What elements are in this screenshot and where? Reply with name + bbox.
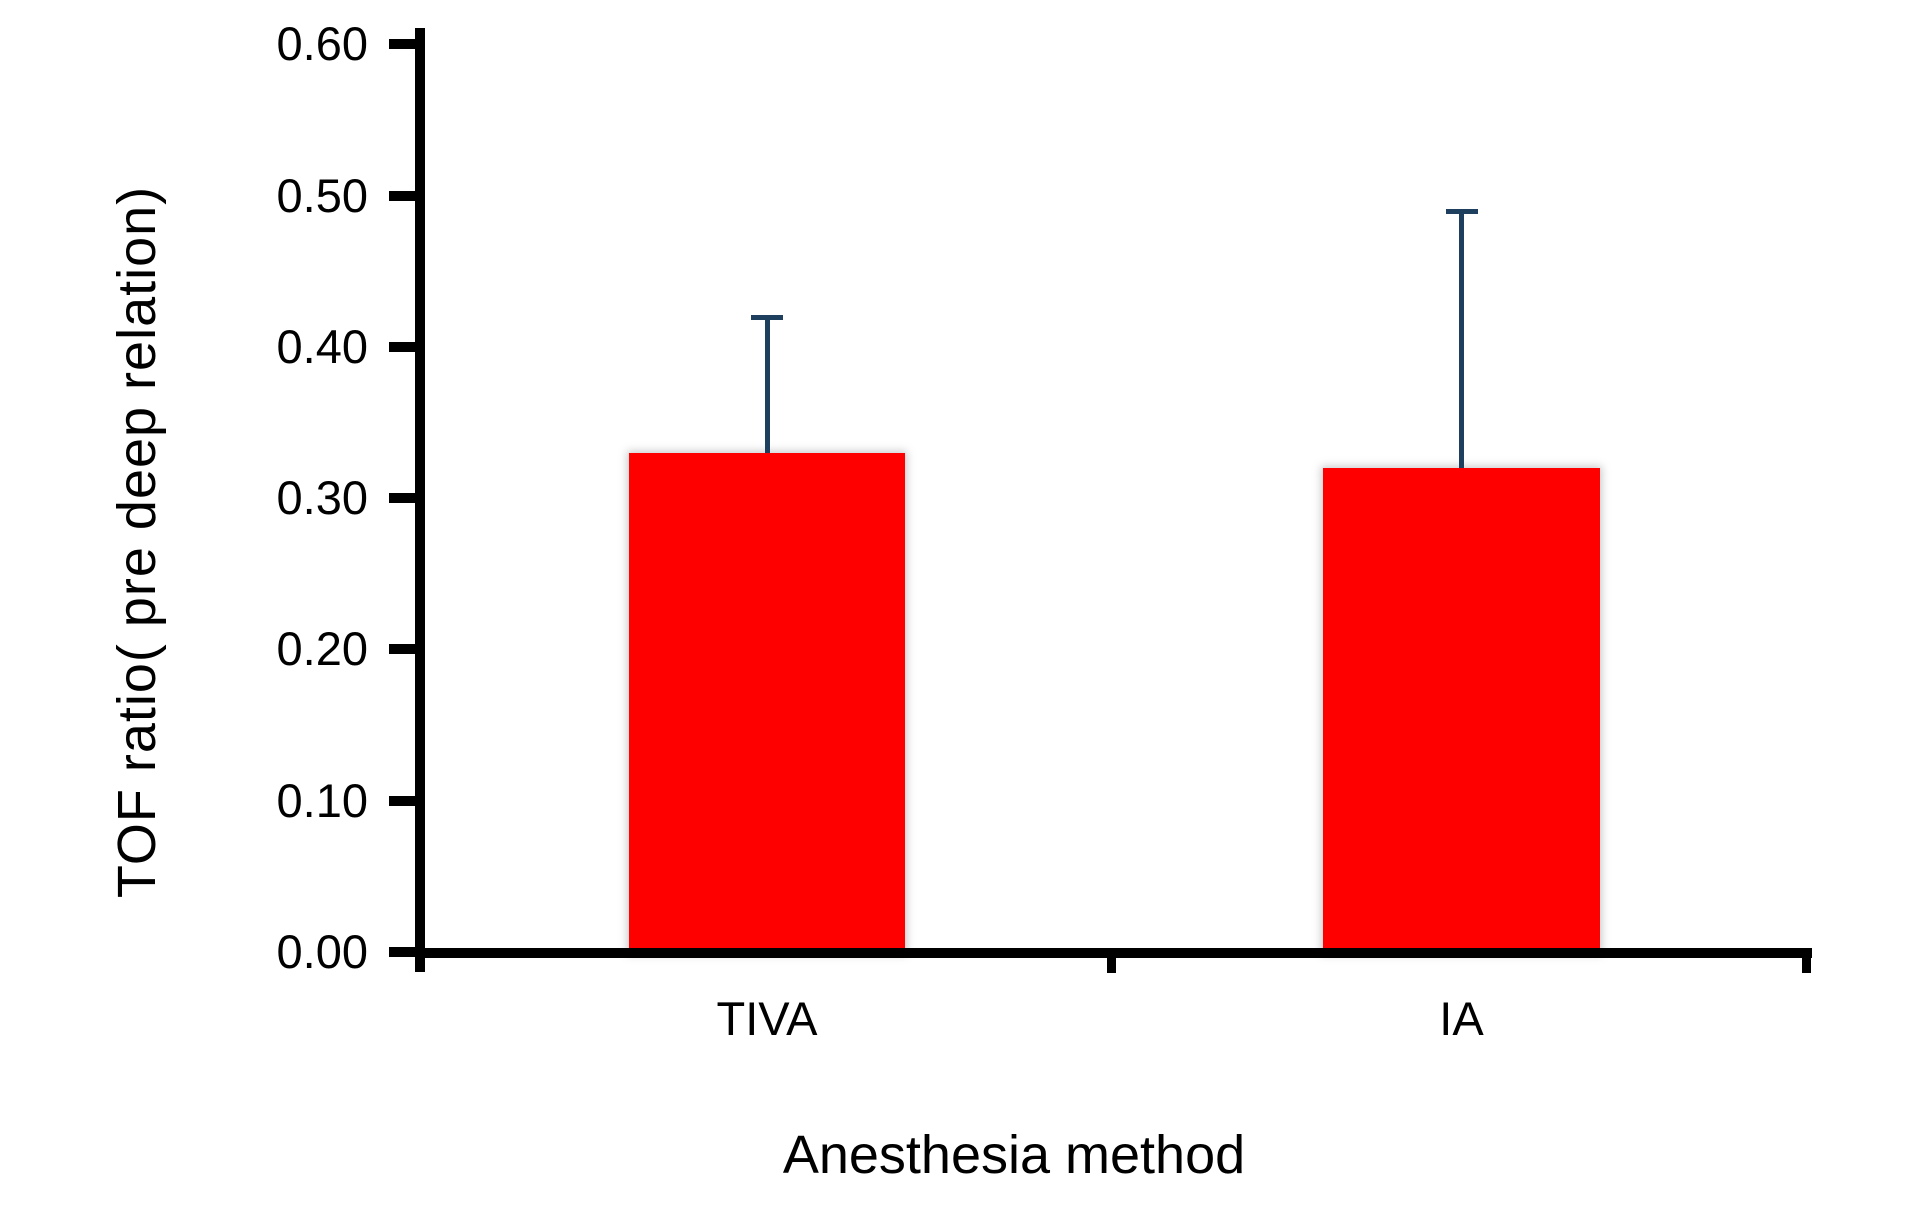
y-tick-label: 0.00 [276, 925, 368, 978]
y-axis-line [415, 28, 425, 972]
category-label: TIVA [716, 992, 818, 1045]
y-axis-tick [389, 190, 415, 201]
y-tick-label: 0.20 [276, 622, 368, 676]
category-label: IA [1439, 992, 1484, 1045]
y-axis-tick [389, 341, 415, 352]
y-axis-tick [389, 493, 415, 504]
y-axis-tick [389, 947, 415, 957]
y-tick-label: 0.10 [276, 773, 368, 827]
error-bar-cap [1445, 208, 1478, 214]
error-bar-line [764, 316, 770, 453]
error-bar-line [1459, 210, 1464, 468]
x-axis-line [415, 948, 1812, 958]
y-tick-label: 0.30 [276, 471, 368, 525]
y-tick-label: 0.50 [276, 168, 368, 222]
y-axis-tick [389, 795, 415, 806]
y-axis-tick [389, 644, 415, 655]
y-tick-label: 0.40 [276, 319, 368, 373]
y-axis-tick [389, 39, 415, 50]
error-bar-cap [751, 314, 783, 320]
x-axis-title: Anesthesia method [782, 1125, 1246, 1185]
bar-tiva [629, 452, 905, 953]
y-tick-label: 0.60 [276, 17, 368, 71]
x-axis-tick [1107, 958, 1116, 973]
x-axis-tick [1802, 958, 1811, 973]
bar-ia [1323, 467, 1600, 953]
